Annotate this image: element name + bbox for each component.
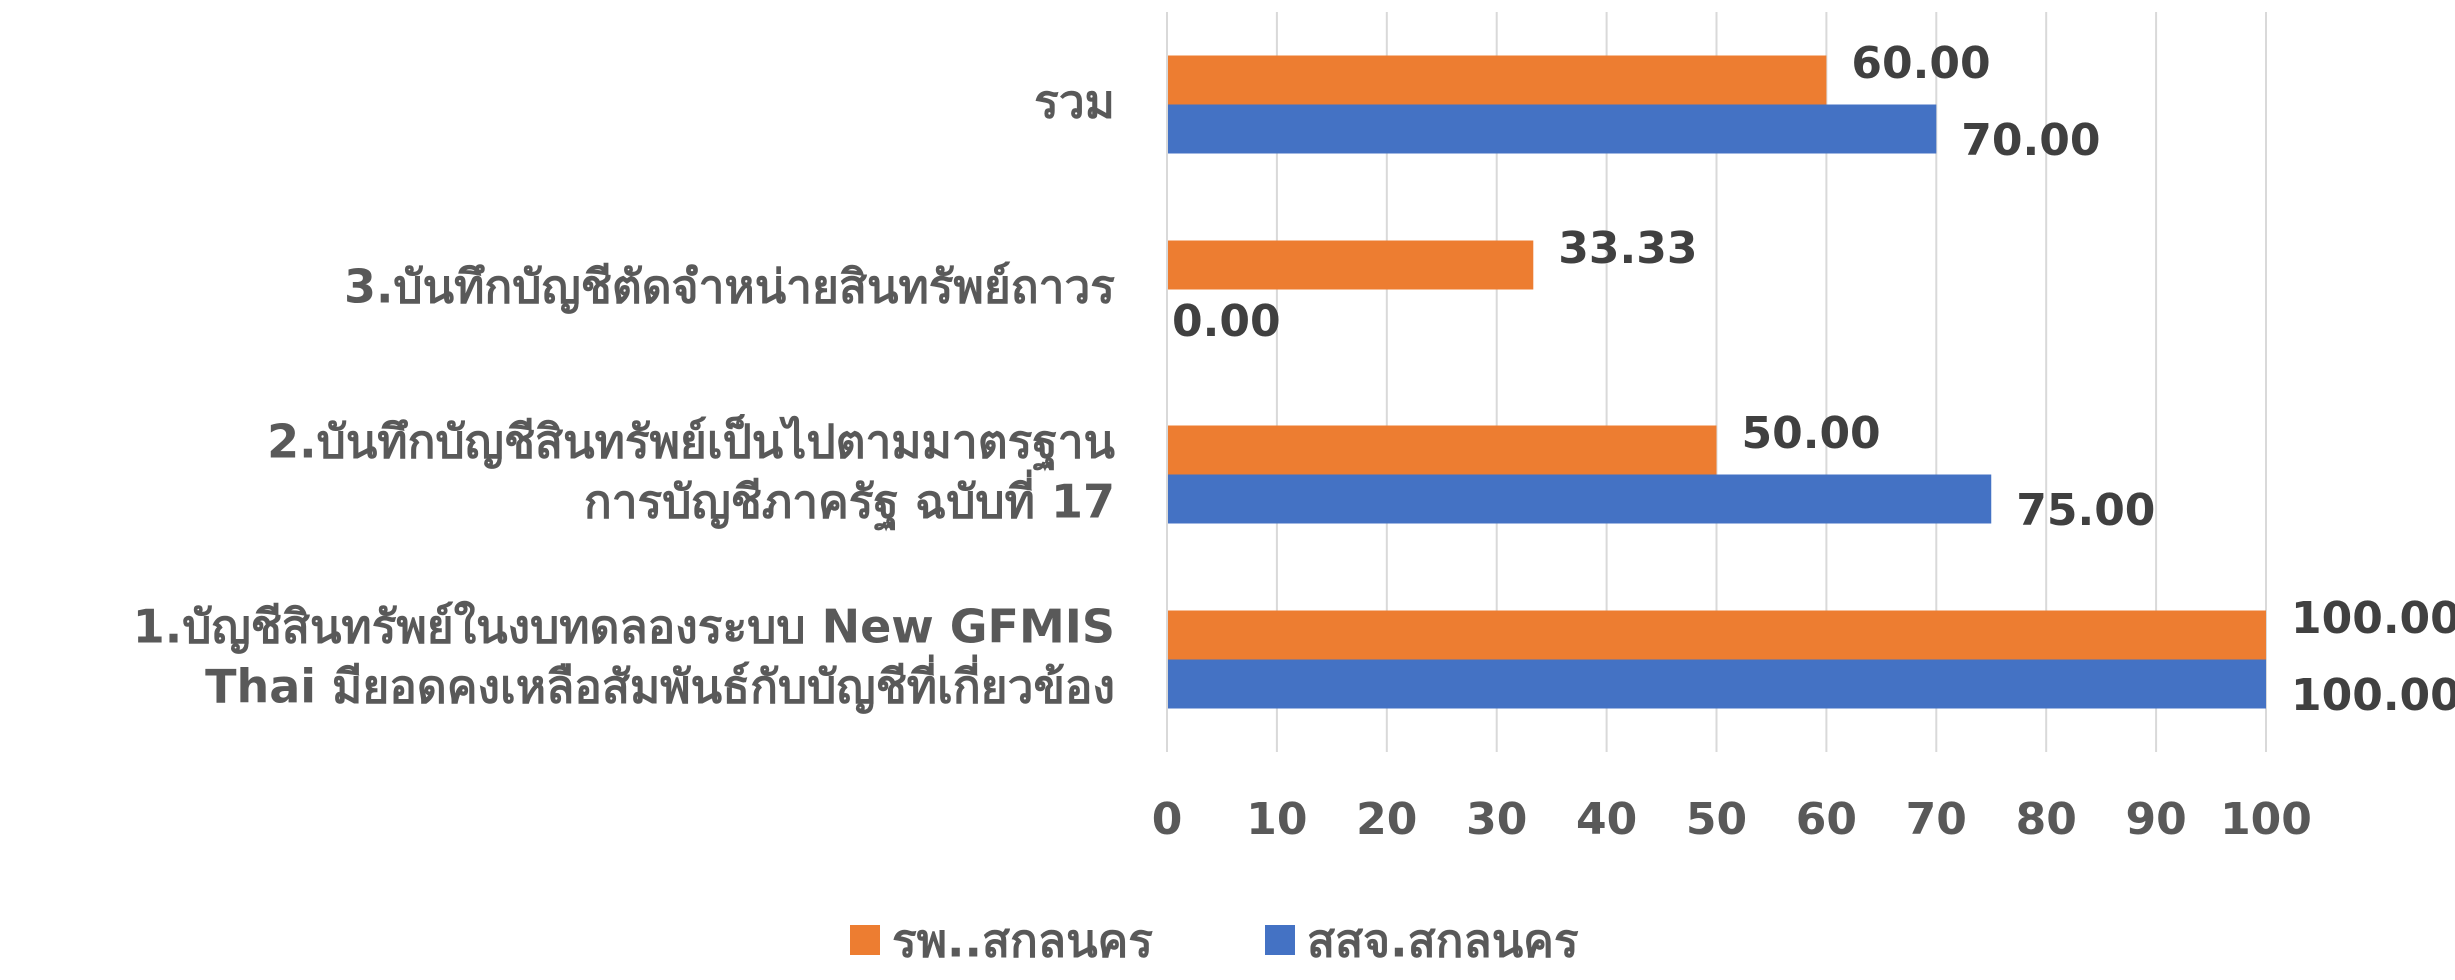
- value-label: 100.00: [2291, 593, 2455, 644]
- value-label: 60.00: [1851, 38, 1990, 89]
- value-label: 100.00: [2291, 670, 2455, 721]
- x-tick-label: 30: [1466, 794, 1527, 845]
- bar: [1167, 104, 1937, 154]
- legend-swatch: [850, 925, 880, 955]
- x-tick-label: 90: [2125, 794, 2186, 845]
- bar: [1167, 659, 2266, 709]
- x-tick-label: 20: [1356, 794, 1417, 845]
- bar: [1167, 240, 1534, 290]
- value-label: 75.00: [2016, 485, 2155, 536]
- value-label: 0.00: [1172, 296, 1281, 347]
- x-tick-label: 70: [1906, 794, 1967, 845]
- x-tick-label: 10: [1246, 794, 1307, 845]
- x-tick-label: 100: [2220, 794, 2312, 845]
- value-label: 70.00: [1961, 115, 2100, 166]
- bar: [1167, 474, 1992, 524]
- bar: [1167, 610, 2266, 660]
- x-tick-label: 0: [1152, 794, 1183, 845]
- y-tick-label: 3.บันทึกบัญชีตัดจำหน่ายสินทรัพย์ถาวร: [344, 259, 1115, 313]
- x-tick-label: 60: [1796, 794, 1857, 845]
- value-label: 50.00: [1742, 408, 1881, 459]
- bar: [1167, 425, 1717, 475]
- x-tick-label: 80: [2016, 794, 2077, 845]
- x-tick-label: 40: [1576, 794, 1637, 845]
- legend-swatch: [1265, 925, 1295, 955]
- legend-label: รพ..สกลนคร: [892, 914, 1153, 968]
- y-tick-label: 2.บันทึกบัญชีสินทรัพย์เป็นไปตามมาตรฐานกา…: [267, 413, 1115, 531]
- y-tick-label: รวม: [1034, 74, 1115, 128]
- y-tick-label: 1.บัญชีสินทรัพย์ในงบทดลองระบบ New GFMIS T…: [133, 599, 1115, 713]
- bar: [1167, 55, 1827, 105]
- x-tick-label: 50: [1686, 794, 1747, 845]
- legend-label: สสจ.สกลนคร: [1307, 914, 1579, 968]
- value-label: 33.33: [1558, 223, 1697, 274]
